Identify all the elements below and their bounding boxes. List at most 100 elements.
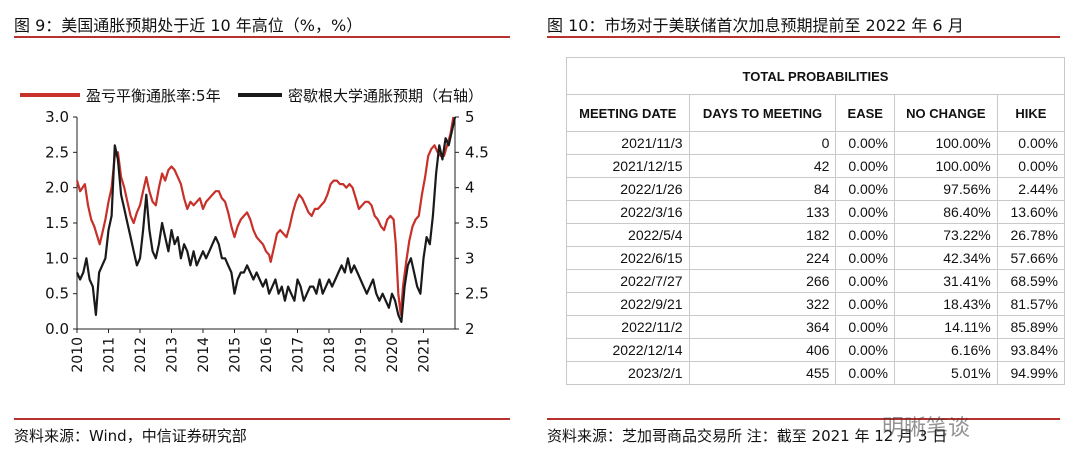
- table-cell: 26.78%: [996, 223, 1066, 247]
- column-header: MEETING DATE: [566, 94, 690, 132]
- table-cell: 2022/12/14: [566, 338, 690, 362]
- table-cell: 182: [688, 223, 837, 247]
- table-cell: 133: [688, 200, 837, 224]
- right-y-tick-label: 3.5: [465, 214, 489, 232]
- table-cell: 42.34%: [894, 246, 998, 270]
- right-figure: 图 10：市场对于美联储首次加息预期提前至 2022 年 6 月 TOTAL P…: [545, 0, 1080, 475]
- left-y-tick-label: 0.0: [45, 320, 69, 338]
- table-cell: 0.00%: [835, 246, 896, 270]
- table-cell: 322: [688, 292, 837, 316]
- x-tick-label: 2017: [291, 337, 307, 373]
- title-rule: [14, 36, 510, 38]
- x-tick-label: 2014: [196, 337, 212, 373]
- title-rule: [547, 36, 1060, 38]
- series-line-michigan-expectations: [75, 116, 457, 323]
- table-title: TOTAL PROBABILITIES: [566, 57, 1065, 95]
- table-cell: 14.11%: [894, 315, 998, 339]
- source-rule: [14, 418, 510, 420]
- table-row: 2022/3/16 133 0.00% 86.40% 13.60%: [566, 200, 1066, 224]
- left-y-tick-label: 0.5: [45, 285, 69, 303]
- table-body: 2021/11/3 0 0.00% 100.00% 0.00% 2021/12/15 42 0…: [566, 131, 1066, 385]
- table-cell: 13.60%: [996, 200, 1066, 224]
- right-y-tick-label: 5: [465, 108, 475, 126]
- table-cell: 86.40%: [894, 200, 998, 224]
- table-cell: 0.00%: [835, 315, 896, 339]
- table-row: 2022/6/15 224 0.00% 42.34% 57.66%: [566, 246, 1066, 270]
- table-cell: 68.59%: [996, 269, 1066, 293]
- figure-9-title: 图 9：美国通胀预期处于近 10 年高位（%，%）: [14, 16, 363, 35]
- table-cell: 0.00%: [835, 338, 896, 362]
- table-cell: 0.00%: [835, 154, 896, 178]
- table-cell: 0.00%: [835, 131, 896, 155]
- table-cell: 2.44%: [996, 177, 1066, 201]
- table-row: 2022/11/2 364 0.00% 14.11% 85.89%: [566, 315, 1066, 339]
- table-cell: 364: [688, 315, 837, 339]
- table-cell: 2021/12/15: [566, 154, 690, 178]
- table-cell: 6.16%: [894, 338, 998, 362]
- series-line-breakeven-5y: [75, 116, 455, 316]
- probabilities-table: TOTAL PROBABILITIES MEETING DATE DAYS TO …: [566, 57, 1066, 385]
- right-y-tick-label: 4.5: [465, 143, 489, 161]
- source-rule: [547, 418, 1060, 420]
- table-cell: 0.00%: [835, 177, 896, 201]
- left-y-tick-label: 1.0: [45, 249, 69, 267]
- x-tick-label: 2016: [259, 337, 275, 373]
- right-y-tick-label: 2.5: [465, 285, 489, 303]
- table-cell: 2022/6/15: [566, 246, 690, 270]
- left-y-tick-label: 2.5: [45, 143, 69, 161]
- table-cell: 85.89%: [996, 315, 1066, 339]
- inflation-chart: 0.0 0.5 1.0 1.5 2.0 2.5 3.0 2 2.5 3 3.5 4 4.5 5 2010 20…: [20, 87, 489, 373]
- x-tick-label: 2020: [385, 337, 401, 373]
- table-row: 2021/12/15 42 0.00% 100.00% 0.00%: [566, 154, 1066, 178]
- table-cell: 42: [688, 154, 837, 178]
- table-cell: 31.41%: [894, 269, 998, 293]
- table-cell: 100.00%: [894, 154, 998, 178]
- left-y-tick-label: 3.0: [45, 108, 69, 126]
- table-cell: 406: [688, 338, 837, 362]
- right-source: 资料来源：芝加哥商品交易所 注：截至 2021 年 12 月 3 日: [547, 427, 948, 445]
- table-row: 2022/5/4 182 0.00% 73.22% 26.78%: [566, 223, 1066, 247]
- x-tick-label: 2018: [322, 337, 338, 373]
- table-cell: 0.00%: [835, 292, 896, 316]
- x-tick-label: 2013: [165, 337, 181, 373]
- table-cell: 81.57%: [996, 292, 1066, 316]
- left-figure: 图 9：美国通胀预期处于近 10 年高位（%，%） 0.0 0.5 1.0 1.5 2.…: [0, 0, 520, 475]
- table-cell: 5.01%: [894, 361, 998, 385]
- table-cell: 0.00%: [996, 154, 1066, 178]
- column-header: HIKE: [996, 94, 1066, 132]
- table-cell: 0.00%: [996, 131, 1066, 155]
- table-row: 2021/11/3 0 0.00% 100.00% 0.00%: [566, 131, 1066, 155]
- table-cell: 0.00%: [835, 269, 896, 293]
- left-y-tick-label: 2.0: [45, 179, 69, 197]
- left-y-tick-label: 1.5: [45, 214, 69, 232]
- left-source: 资料来源：Wind，中信证券研究部: [14, 427, 247, 445]
- table-cell: 2022/9/21: [566, 292, 690, 316]
- table-cell: 2022/7/27: [566, 269, 690, 293]
- table-cell: 2022/1/26: [566, 177, 690, 201]
- table-row: 2023/2/1 455 0.00% 5.01% 94.99%: [566, 361, 1066, 385]
- table-cell: 224: [688, 246, 837, 270]
- column-header: DAYS TO MEETING: [688, 94, 837, 132]
- figure-10-title: 图 10：市场对于美联储首次加息预期提前至 2022 年 6 月: [547, 16, 964, 35]
- table-cell: 84: [688, 177, 837, 201]
- table-cell: 0.00%: [835, 361, 896, 385]
- table-cell: 0: [688, 131, 837, 155]
- x-tick-label: 2019: [354, 337, 370, 373]
- x-tick-label: 2010: [70, 337, 86, 373]
- table-cell: 2022/5/4: [566, 223, 690, 247]
- right-y-tick-label: 2: [465, 320, 475, 338]
- table-row: 2022/9/21 322 0.00% 18.43% 81.57%: [566, 292, 1066, 316]
- watermark-text: 明晰笔谈: [882, 416, 971, 441]
- table-cell: 0.00%: [835, 200, 896, 224]
- x-tick-label: 2021: [417, 337, 433, 373]
- column-header: NO CHANGE: [894, 94, 998, 132]
- x-tick-label: 2012: [133, 337, 149, 373]
- table-cell: 2022/3/16: [566, 200, 690, 224]
- table-cell: 93.84%: [996, 338, 1066, 362]
- table-cell: 18.43%: [894, 292, 998, 316]
- table-cell: 73.22%: [894, 223, 998, 247]
- table-cell: 94.99%: [996, 361, 1066, 385]
- right-y-tick-label: 3: [465, 249, 475, 267]
- table-row: 2022/7/27 266 0.00% 31.41% 68.59%: [566, 269, 1066, 293]
- table-cell: 97.56%: [894, 177, 998, 201]
